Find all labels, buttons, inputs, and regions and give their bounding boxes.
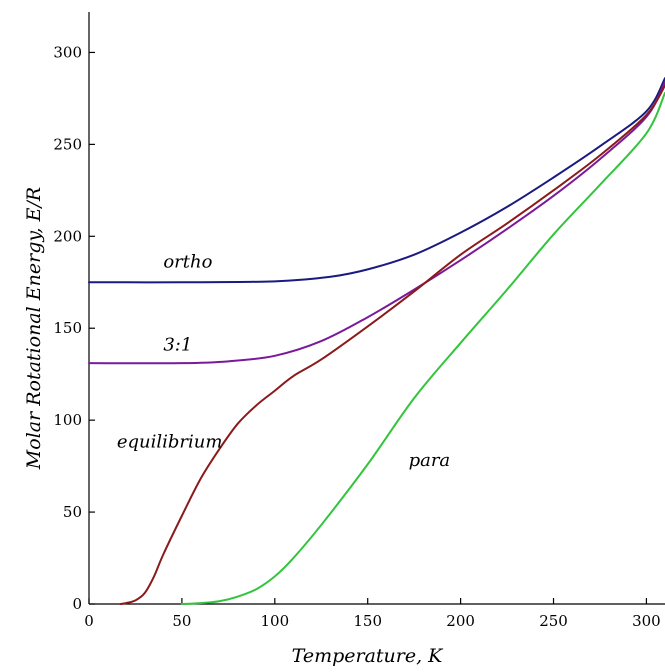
y-tick-label: 0 bbox=[72, 595, 82, 613]
axes: 0 50 100 150 200 250 300 0 50 100 150 200 250 300 bbox=[53, 12, 665, 630]
x-tick-label: 150 bbox=[353, 612, 382, 630]
series-label-para: para bbox=[409, 450, 451, 471]
series-line-ortho bbox=[88, 77, 665, 284]
y-tick-label: 300 bbox=[53, 43, 82, 61]
y-tick-label: 200 bbox=[53, 227, 82, 245]
x-tick-label: 250 bbox=[539, 612, 568, 630]
series-label-ortho: ortho bbox=[163, 252, 212, 273]
series-layer bbox=[88, 77, 665, 605]
x-tick-label: 100 bbox=[260, 612, 289, 630]
x-tick-label: 300 bbox=[632, 612, 661, 630]
y-tick-label: 100 bbox=[53, 411, 82, 429]
y-tick-label: 50 bbox=[63, 503, 82, 521]
series-line-3-1 bbox=[88, 80, 665, 365]
series-line-equilibrium bbox=[119, 84, 665, 605]
x-tick-label: 200 bbox=[446, 612, 475, 630]
y-tick-label: 150 bbox=[53, 319, 82, 337]
labels-layer: ortho 3:1 equilibrium para bbox=[117, 252, 450, 472]
series-line-para bbox=[180, 91, 665, 605]
y-tick-label: 250 bbox=[53, 135, 82, 153]
series-label-3-1: 3:1 bbox=[163, 334, 192, 355]
series-label-equilibrium: equilibrium bbox=[117, 432, 223, 453]
x-tick-label: 0 bbox=[84, 612, 94, 630]
x-axis-title: Temperature, K bbox=[292, 645, 445, 667]
y-axis-title: Molar Rotational Energy, E/R bbox=[23, 187, 45, 470]
x-tick-label: 50 bbox=[172, 612, 191, 630]
